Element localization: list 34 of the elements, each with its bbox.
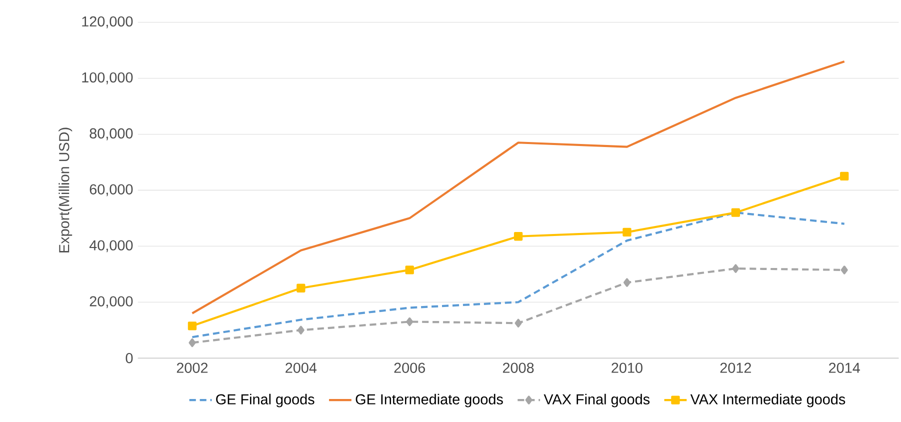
y-tick-label: 60,000 <box>90 184 133 196</box>
x-tick-label: 2008 <box>502 362 534 373</box>
point <box>731 208 740 217</box>
y-tick-label: 0 <box>126 352 133 364</box>
x-tick-label: 2012 <box>720 362 751 373</box>
point <box>188 322 197 330</box>
point <box>188 338 196 348</box>
x-tick-label: 2006 <box>394 362 426 373</box>
point <box>840 266 848 274</box>
y-tick-label: 120,000 <box>82 16 133 28</box>
legend-label: GE Intermediate goods <box>356 394 503 408</box>
point <box>405 266 414 274</box>
y-tick-label: 80,000 <box>90 128 133 140</box>
x-tick-label: 2014 <box>829 362 860 373</box>
point <box>514 232 523 241</box>
legend-label: VAX Final goods <box>544 394 650 408</box>
line-series <box>191 60 846 314</box>
point <box>840 172 849 181</box>
legend-label: VAX Intermediate goods <box>690 394 846 408</box>
point <box>732 264 740 273</box>
x-tick-label: 2010 <box>612 362 642 373</box>
point <box>406 317 414 326</box>
x-tick-label: 2004 <box>286 362 317 373</box>
legend-label: GE Final goods <box>216 394 314 408</box>
y-tick-label: 40,000 <box>89 240 133 252</box>
x-tick-label: 2002 <box>176 362 208 373</box>
point <box>296 284 306 292</box>
y-axis-title: Export(Million USD) <box>58 128 72 252</box>
point <box>622 228 632 236</box>
y-tick-label: 20,000 <box>90 296 133 308</box>
point <box>623 278 630 287</box>
point <box>297 326 304 334</box>
point <box>514 318 522 328</box>
y-tick-label: 100,000 <box>82 72 133 84</box>
